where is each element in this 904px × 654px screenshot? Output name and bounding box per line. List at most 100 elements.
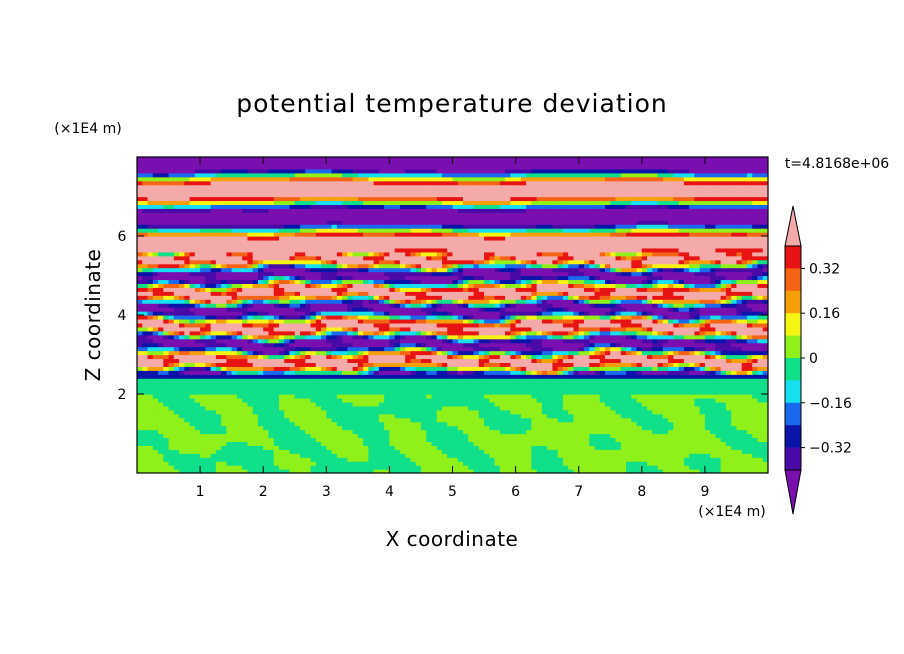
field-cell [384,465,391,470]
field-cell [242,326,249,332]
field-cell [547,390,554,395]
field-cell [163,453,170,458]
field-cell [599,413,606,419]
field-cell [179,307,185,312]
field-cell [752,390,759,395]
field-cell [315,465,322,470]
field-cell [305,354,312,360]
field-cell [242,307,249,312]
field-cell [284,401,291,407]
field-cell [699,318,706,324]
field-cell [310,445,317,450]
field-cell [762,449,768,454]
field-cell [326,425,333,431]
field-cell [583,409,590,415]
field-cell [694,461,701,466]
field-cell [426,409,433,415]
field-cell [641,425,648,431]
field-cell [604,378,611,383]
field-cell [331,417,338,423]
field-cell [694,425,701,431]
field-cell [484,307,490,312]
field-cell [257,366,264,371]
field-cell [573,374,580,379]
field-cell [641,433,648,439]
field-cell [526,374,532,379]
field-cell [520,346,527,352]
field-cell [373,322,380,328]
field-cell [515,311,522,316]
field-cell [731,453,738,458]
field-cell [689,433,695,439]
field-cell [184,409,191,415]
field-cell [515,350,522,356]
field-cell [604,417,611,423]
field-cell [378,453,385,458]
field-cell [689,453,695,458]
field-cell [420,437,427,442]
field-cell [736,311,743,316]
field-cell [342,386,348,391]
field-cell [499,394,506,399]
field-cell [284,330,291,336]
field-cell [221,453,227,458]
field-cell [452,461,459,466]
field-cell [268,405,275,411]
field-cell [478,322,485,328]
field-cell [683,409,690,415]
field-cell [657,421,664,427]
field-cell [147,374,154,379]
field-cell [420,374,427,379]
field-cell [752,350,759,356]
field-cell [357,409,364,415]
field-cell [746,326,753,332]
field-cell [336,311,343,316]
field-cell [326,401,333,407]
field-cell [547,338,554,344]
field-cell [194,322,201,328]
field-cell [194,326,201,332]
field-cell [568,386,575,391]
field-cell [636,413,643,419]
field-cell [715,457,722,462]
field-cell [278,311,285,316]
field-cell [242,338,249,344]
field-cell [641,417,648,423]
field-cell [384,469,391,473]
field-cell [494,401,501,407]
field-cell [142,322,149,328]
field-cell [641,429,648,435]
field-cell [368,394,375,399]
field-cell [626,441,632,446]
field-cell [657,318,664,324]
field-cell [631,318,638,324]
field-cell [662,457,669,462]
field-cell [378,315,385,320]
field-cell [137,429,143,435]
field-cell [158,386,164,391]
field-cell [336,338,343,344]
field-cell [273,318,280,324]
field-cell [631,338,638,344]
field-cell [657,413,664,419]
field-cell [484,433,490,439]
field-cell [441,362,448,367]
field-cell [399,330,406,336]
field-cell [626,461,632,466]
field-cell [431,453,438,458]
field-cell [620,358,627,363]
field-cell [478,326,485,332]
field-cell [673,449,680,454]
field-cell [158,445,164,450]
field-cell [321,417,327,423]
field-cell [242,350,249,356]
field-cell [336,429,343,435]
field-cell [347,382,354,387]
field-cell [704,441,711,446]
field-cell [683,413,690,419]
field-cell [641,397,648,403]
field-cell [583,457,590,462]
field-cell [552,433,559,439]
field-cell [405,346,412,352]
field-cell [420,429,427,435]
